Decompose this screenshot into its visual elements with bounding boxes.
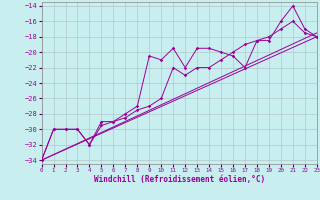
X-axis label: Windchill (Refroidissement éolien,°C): Windchill (Refroidissement éolien,°C) <box>94 175 265 184</box>
